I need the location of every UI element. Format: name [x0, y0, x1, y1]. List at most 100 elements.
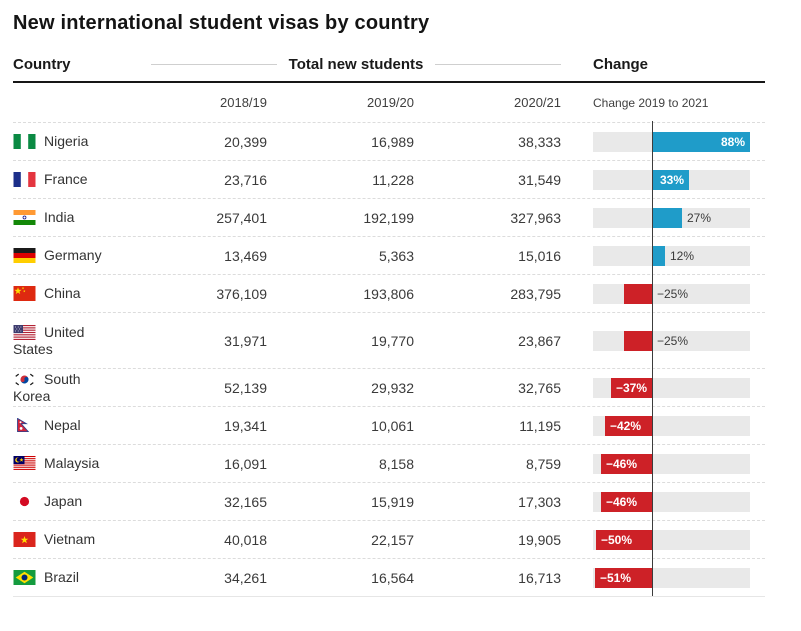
value-2019-20: 11,228	[372, 171, 414, 188]
flag-japan-icon	[13, 494, 36, 509]
value-2018-19: 257,401	[216, 209, 267, 226]
change-value-label: 88%	[720, 134, 745, 149]
country-name: United States	[13, 323, 85, 357]
country-cell: India	[13, 209, 125, 226]
change-cell: −42%	[561, 415, 765, 436]
group-rule-right	[435, 63, 562, 65]
value-2018-19: 52,139	[224, 379, 267, 396]
country-cell: Malaysia	[13, 455, 125, 472]
year-column-label-2020-21: 2020/21	[514, 95, 561, 110]
flag-united-states-icon	[13, 324, 36, 340]
value-2019-20: 16,989	[371, 133, 414, 150]
change-bar	[601, 453, 652, 474]
change-cell: −25%	[561, 330, 765, 351]
change-value-label: −50%	[601, 532, 633, 547]
flag-france-icon	[13, 172, 36, 187]
change-track: −25%	[593, 283, 750, 304]
change-bar	[652, 207, 682, 228]
change-track: −51%	[593, 567, 750, 588]
table-row: India 257,401 192,199 327,963 27%	[13, 198, 765, 236]
country-name: Vietnam	[44, 531, 96, 547]
change-value-label: −46%	[606, 456, 638, 471]
value-2019-20: 29,932	[371, 379, 414, 396]
table-body: Nigeria 20,399 16,989 38,333 88% France …	[13, 121, 765, 597]
change-track: 88%	[593, 131, 750, 152]
value-2018-19: 32,165	[224, 493, 267, 510]
header-divider	[13, 81, 765, 83]
change-track: −25%	[593, 330, 750, 351]
value-2019-20: 16,564	[371, 569, 414, 586]
change-value-label: −42%	[610, 418, 642, 433]
value-2018-19: 40,018	[224, 531, 267, 548]
group-rule-left	[151, 63, 277, 65]
value-2020-21: 15,016	[518, 247, 561, 264]
change-cell: −25%	[561, 283, 765, 304]
table-row: Nepal 19,341 10,061 11,195 −42%	[13, 406, 765, 444]
value-2018-19: 19,341	[224, 417, 267, 434]
group-column-header: Total new students	[125, 55, 562, 73]
change-bar	[601, 491, 652, 512]
value-2020-21: 327,963	[510, 209, 561, 226]
country-name: Brazil	[44, 569, 80, 585]
change-column-header: Change	[593, 55, 649, 73]
country-name: Germany	[44, 247, 102, 263]
value-2019-20: 5,363	[378, 247, 414, 264]
change-value-label: −25%	[657, 333, 689, 348]
change-bar	[652, 169, 689, 190]
country-name: India	[44, 209, 75, 225]
table-row: Germany 13,469 5,363 15,016 12%	[13, 236, 765, 274]
change-cell: 88%	[561, 131, 765, 152]
value-2018-19: 31,971	[224, 332, 267, 349]
change-cell: −46%	[561, 491, 765, 512]
value-2020-21: 23,867	[518, 332, 561, 349]
country-column-header: Country	[13, 55, 71, 73]
table-row: Brazil 34,261 16,564 16,713 −51%	[13, 558, 765, 596]
value-2019-20: 15,919	[371, 493, 414, 510]
change-cell: −46%	[561, 453, 765, 474]
change-bar	[624, 283, 652, 304]
value-2020-21: 11,195	[519, 417, 561, 434]
country-cell: Nepal	[13, 417, 125, 434]
value-2019-20: 192,199	[363, 209, 414, 226]
flag-brazil-icon	[13, 570, 36, 585]
visa-table: Country Total new students Change 2018/1…	[13, 47, 765, 597]
table-row: South Korea 52,139 29,932 32,765 −37%	[13, 368, 765, 406]
flag-india-icon	[13, 210, 36, 225]
country-name: China	[44, 285, 81, 301]
change-note-label: Change 2019 to 2021	[593, 95, 709, 110]
country-name: France	[44, 171, 88, 187]
year-column-label-2018-19: 2018/19	[220, 95, 267, 110]
value-2020-21: 8,759	[525, 455, 561, 472]
change-track: 33%	[593, 169, 750, 190]
change-cell: −51%	[561, 567, 765, 588]
change-value-label: −46%	[606, 494, 638, 509]
change-track: −42%	[593, 415, 750, 436]
year-column-label-2019-20: 2019/20	[367, 95, 414, 110]
country-cell: United States	[13, 324, 125, 358]
change-track: −46%	[593, 453, 750, 474]
value-2018-19: 376,109	[216, 285, 267, 302]
country-cell: Germany	[13, 247, 125, 264]
table-row: Nigeria 20,399 16,989 38,333 88%	[13, 122, 765, 160]
country-cell: China	[13, 285, 125, 302]
table-row: France 23,716 11,228 31,549 33%	[13, 160, 765, 198]
value-2020-21: 31,549	[518, 171, 561, 188]
change-value-label: 33%	[659, 172, 684, 187]
change-cell: −37%	[561, 377, 765, 398]
country-cell: Nigeria	[13, 133, 125, 150]
change-value-label: 12%	[670, 248, 695, 263]
value-2018-19: 23,716	[224, 171, 267, 188]
change-bar	[605, 415, 652, 436]
change-bar	[596, 529, 652, 550]
country-cell: South Korea	[13, 371, 125, 405]
value-2019-20: 193,806	[363, 285, 414, 302]
value-2020-21: 32,765	[518, 379, 561, 396]
country-name: Malaysia	[44, 455, 100, 471]
country-name: Japan	[44, 493, 83, 509]
value-2018-19: 20,399	[224, 133, 267, 150]
change-cell: −50%	[561, 529, 765, 550]
flag-germany-icon	[13, 248, 36, 263]
group-column-label: Total new students	[288, 55, 424, 73]
value-2019-20: 10,061	[371, 417, 414, 434]
